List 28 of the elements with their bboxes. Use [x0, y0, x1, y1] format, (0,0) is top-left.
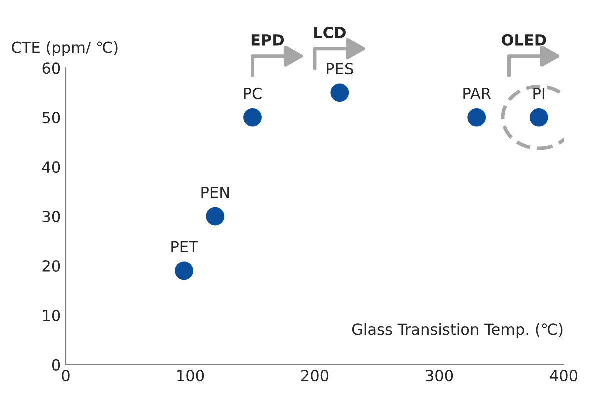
x-axis-title: Glass Transistion Temp. (℃): [352, 323, 563, 338]
data-label: PI: [534, 88, 544, 100]
y-tick-label: 0: [52, 359, 60, 371]
x-tick-label: 0: [62, 370, 70, 382]
text: EPD: [252, 34, 284, 46]
y-tick-label: 10: [43, 310, 60, 322]
y-tick-label: 20: [42, 260, 60, 272]
x-tick-label: 200: [302, 370, 329, 382]
x-tick-label: 100: [178, 370, 204, 382]
point: [175, 262, 194, 280]
data-label: PC: [244, 88, 262, 100]
data-label: PES: [327, 63, 354, 75]
data-label: PET: [172, 241, 198, 252]
y-tick-label: 50: [42, 112, 60, 124]
y-axis-title: CTE (ppm/ ℃): [12, 42, 118, 56]
data-label: PEN: [202, 186, 230, 198]
x-tick-label: 400: [550, 370, 578, 382]
point: [206, 207, 225, 226]
point: [330, 84, 350, 102]
text: LCD: [314, 26, 346, 39]
y-tick-label: 40: [42, 162, 60, 174]
point: [468, 108, 486, 127]
y-tick-label: 30: [42, 211, 60, 223]
text: OLED: [502, 34, 546, 46]
x-tick-label: 300: [426, 370, 454, 382]
y-tick-label: 60: [42, 62, 60, 74]
point: [244, 108, 262, 127]
data-label: PAR: [464, 88, 492, 100]
